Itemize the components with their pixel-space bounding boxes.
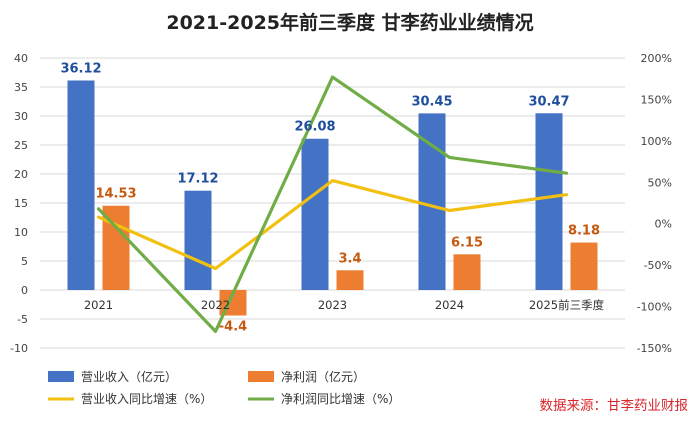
data-label: 8.18 <box>568 224 600 239</box>
left-tick-label: 0 <box>21 284 28 297</box>
category-label: 2025前三季度 <box>529 298 605 312</box>
category-label: 2024 <box>435 298 464 312</box>
legend-label: 净利润同比增速（%） <box>281 392 400 406</box>
data-label: 17.12 <box>177 172 218 187</box>
bars <box>67 80 598 316</box>
right-tick-label: -150% <box>637 342 672 355</box>
bar <box>301 138 329 290</box>
legend-swatch <box>48 371 74 382</box>
value-labels: 36.12 17.12 26.08 30.45 30.47 14.53 -4.4 3.4 6.1… <box>60 62 600 335</box>
bar <box>570 242 598 290</box>
series-line <box>96 75 569 333</box>
data-label: 30.47 <box>528 94 569 109</box>
bar <box>67 80 95 290</box>
left-tick-label: 25 <box>14 139 28 152</box>
category-label: 2023 <box>318 298 347 312</box>
right-tick-label: 150% <box>641 93 672 106</box>
series-line <box>96 179 569 271</box>
bar <box>453 254 481 290</box>
right-tick-label: 200% <box>641 52 672 65</box>
category-label: 2022 <box>201 298 230 312</box>
legend-label: 营业收入（亿元） <box>81 369 177 384</box>
source-note: 数据来源：甘李药业财报 <box>540 398 689 414</box>
right-tick-label: -100% <box>637 301 672 314</box>
left-tick-label: -5 <box>17 313 28 326</box>
left-tick-label: 5 <box>21 255 28 268</box>
lines <box>96 75 569 333</box>
legend-label: 净利润（亿元） <box>281 369 365 384</box>
left-tick-label: 10 <box>14 226 28 239</box>
right-axis-ticks: -150% -100% -50% 0% 50% 100% 150% 200% <box>637 52 672 355</box>
data-label: 30.45 <box>411 94 452 109</box>
right-tick-label: 50% <box>648 176 672 189</box>
right-tick-label: 100% <box>641 135 672 148</box>
data-label: -4.4 <box>219 320 247 335</box>
data-label: 6.15 <box>451 235 483 250</box>
data-label: 36.12 <box>60 62 101 77</box>
bar <box>336 270 364 290</box>
left-tick-label: 20 <box>14 168 28 181</box>
category-labels: 2021 2022 2023 2024 2025前三季度 <box>84 298 605 312</box>
right-tick-label: 0% <box>655 218 672 231</box>
left-tick-label: 15 <box>14 197 28 210</box>
left-tick-label: -10 <box>10 342 28 355</box>
legend: 营业收入（亿元） 净利润（亿元） 营业收入同比增速（%） 净利润同比增速（%） <box>48 369 400 406</box>
left-tick-label: 30 <box>14 110 28 123</box>
left-tick-label: 40 <box>14 52 28 65</box>
left-axis-ticks: -10 -5 0 5 10 15 20 25 30 35 40 <box>10 52 28 355</box>
category-label: 2021 <box>84 298 113 312</box>
gridlines <box>40 57 625 349</box>
data-label: 14.53 <box>95 187 136 202</box>
left-tick-label: 35 <box>14 81 28 94</box>
bar <box>418 113 446 290</box>
right-tick-label: -50% <box>644 259 672 272</box>
bar <box>535 113 563 290</box>
data-label: 3.4 <box>338 251 361 266</box>
legend-label: 营业收入同比增速（%） <box>81 392 212 406</box>
chart-title: 2021-2025年前三季度 甘李药业业绩情况 <box>166 11 533 34</box>
data-label: 26.08 <box>294 120 335 135</box>
bar <box>184 190 212 290</box>
legend-swatch <box>248 371 274 382</box>
